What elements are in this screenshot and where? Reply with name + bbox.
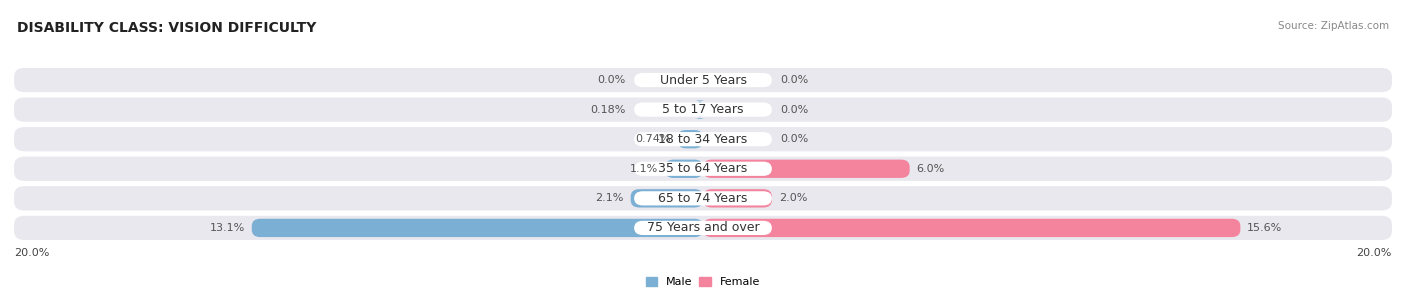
FancyBboxPatch shape	[14, 186, 1392, 210]
FancyBboxPatch shape	[634, 162, 772, 176]
Text: 0.0%: 0.0%	[780, 134, 808, 144]
Text: 5 to 17 Years: 5 to 17 Years	[662, 103, 744, 116]
FancyBboxPatch shape	[695, 100, 706, 119]
FancyBboxPatch shape	[634, 73, 772, 87]
Text: Under 5 Years: Under 5 Years	[659, 74, 747, 87]
Text: 35 to 64 Years: 35 to 64 Years	[658, 162, 748, 175]
FancyBboxPatch shape	[14, 98, 1392, 122]
FancyBboxPatch shape	[14, 68, 1392, 92]
Text: 65 to 74 Years: 65 to 74 Years	[658, 192, 748, 205]
FancyBboxPatch shape	[678, 130, 703, 148]
Text: 15.6%: 15.6%	[1247, 223, 1282, 233]
Text: Source: ZipAtlas.com: Source: ZipAtlas.com	[1278, 21, 1389, 31]
FancyBboxPatch shape	[703, 160, 910, 178]
FancyBboxPatch shape	[634, 132, 772, 146]
FancyBboxPatch shape	[631, 189, 703, 207]
FancyBboxPatch shape	[703, 189, 772, 207]
Text: 20.0%: 20.0%	[14, 248, 49, 258]
Text: 0.74%: 0.74%	[636, 134, 671, 144]
FancyBboxPatch shape	[665, 160, 703, 178]
FancyBboxPatch shape	[634, 102, 772, 117]
Text: DISABILITY CLASS: VISION DIFFICULTY: DISABILITY CLASS: VISION DIFFICULTY	[17, 21, 316, 35]
Text: 2.0%: 2.0%	[779, 193, 807, 203]
Text: 20.0%: 20.0%	[1357, 248, 1392, 258]
Text: 0.0%: 0.0%	[780, 105, 808, 115]
Text: 75 Years and over: 75 Years and over	[647, 221, 759, 235]
Text: 0.0%: 0.0%	[780, 75, 808, 85]
Text: 18 to 34 Years: 18 to 34 Years	[658, 133, 748, 146]
Text: 1.1%: 1.1%	[630, 164, 658, 174]
Text: 2.1%: 2.1%	[595, 193, 624, 203]
FancyBboxPatch shape	[634, 191, 772, 206]
FancyBboxPatch shape	[14, 216, 1392, 240]
FancyBboxPatch shape	[252, 219, 703, 237]
FancyBboxPatch shape	[703, 219, 1240, 237]
Text: 13.1%: 13.1%	[209, 223, 245, 233]
Text: 0.18%: 0.18%	[591, 105, 626, 115]
Legend: Male, Female: Male, Female	[647, 277, 759, 288]
Text: 6.0%: 6.0%	[917, 164, 945, 174]
FancyBboxPatch shape	[14, 157, 1392, 181]
FancyBboxPatch shape	[14, 127, 1392, 151]
Text: 0.0%: 0.0%	[598, 75, 626, 85]
FancyBboxPatch shape	[634, 221, 772, 235]
